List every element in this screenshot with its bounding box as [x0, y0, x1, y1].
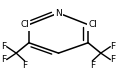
Text: F: F [110, 42, 115, 51]
Text: Cl: Cl [88, 20, 97, 29]
Text: Cl: Cl [20, 20, 29, 29]
Text: Cl: Cl [88, 20, 97, 29]
Text: F: F [90, 61, 95, 70]
Text: F: F [2, 55, 7, 64]
Text: F: F [22, 61, 27, 70]
Text: N: N [55, 8, 62, 17]
Text: F: F [2, 42, 7, 51]
Text: Cl: Cl [20, 20, 29, 29]
Text: F: F [110, 55, 115, 64]
Text: N: N [55, 8, 62, 17]
